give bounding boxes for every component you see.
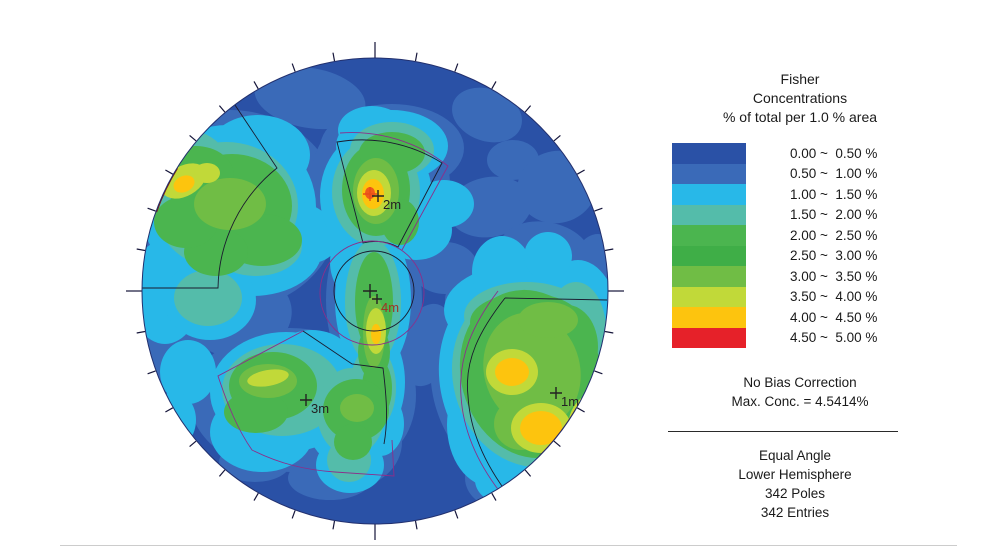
tick-mark: [189, 440, 197, 448]
legend-row: 2.50 ~ 3.00 %: [672, 245, 878, 266]
legend-range-label: 1.50 ~ 2.00 %: [790, 207, 878, 223]
tick-mark: [604, 248, 614, 252]
tick-mark: [594, 370, 603, 375]
cluster-cross-3m: [300, 394, 312, 406]
projection-info-block: Equal Angle Lower Hemisphere 342 Poles 3…: [665, 446, 925, 522]
cluster-markers: 1m 2m 3m 4m: [300, 187, 579, 416]
tick-mark: [576, 169, 585, 175]
legend-range-label: 2.50 ~ 3.00 %: [790, 248, 878, 264]
tick-mark: [189, 134, 197, 142]
cluster-cross-2m: [372, 190, 384, 202]
tick-mark: [594, 207, 603, 212]
legend-range-label: 4.00 ~ 4.50 %: [790, 309, 878, 325]
tick-mark: [332, 520, 336, 530]
legend-row: 1.50 ~ 2.00 %: [672, 204, 878, 225]
entries-count: 342 Entries: [760, 505, 830, 520]
legend-swatch: [672, 225, 746, 246]
tick-mark: [291, 510, 296, 519]
tick-mark: [604, 330, 614, 334]
page-bottom-rule: [60, 545, 957, 546]
legend-swatch: [672, 307, 746, 328]
poles-count: 342 Poles: [764, 486, 826, 501]
legend-range-label: 3.50 ~ 4.00 %: [790, 289, 878, 305]
legend-row: 3.00 ~ 3.50 %: [672, 266, 877, 287]
tick-mark: [165, 169, 174, 175]
tick-mark: [491, 81, 497, 90]
legend-swatch: [672, 143, 746, 164]
tick-mark: [147, 207, 156, 212]
legend-title-line1: Fisher: [780, 71, 820, 87]
tick-mark: [524, 469, 532, 477]
legend-swatch: [672, 163, 746, 184]
max-concentration-note: Max. Conc. = 4.5414%: [731, 393, 869, 409]
projection-type: Equal Angle: [758, 448, 832, 463]
tick-mark: [576, 407, 585, 413]
tick-mark: [414, 52, 418, 62]
legend-swatch: [672, 184, 746, 205]
tick-mark: [553, 134, 561, 142]
legend-divider: [668, 431, 898, 432]
legend-range-label: 4.50 ~ 5.00 %: [790, 330, 878, 346]
bias-correction-note: No Bias Correction: [743, 375, 857, 390]
tick-mark: [414, 520, 418, 530]
contour-field: [142, 58, 608, 524]
set-window-outlines-magenta: [217, 132, 501, 493]
legend-swatch: [672, 245, 746, 266]
tick-mark: [147, 370, 156, 375]
cluster-label-2m: 2m: [383, 197, 401, 212]
legend-row: 1.00 ~ 1.50 %: [672, 184, 877, 205]
tick-mark: [136, 330, 146, 334]
tick-mark: [165, 407, 174, 413]
cluster-label-1m: 1m: [561, 394, 579, 409]
tick-mark: [454, 63, 459, 72]
legend-row: 0.50 ~ 1.00 %: [672, 163, 878, 184]
cluster-cross-1m: [550, 387, 562, 399]
set-window-outlines-black: [142, 104, 608, 498]
stereonet-plot: 1m 2m 3m 4m: [126, 42, 624, 540]
cluster-cross-2m: [363, 187, 377, 201]
legend-title: Fisher Concentrations % of total per 1.0…: [655, 70, 945, 127]
legend-swatch: [672, 286, 746, 307]
legend-range-label: 2.00 ~ 2.50 %: [790, 227, 878, 243]
tick-mark: [332, 52, 336, 62]
legend-row: 4.50 ~ 5.00 %: [672, 327, 878, 348]
cluster-cross-4m: [363, 284, 377, 298]
tick-mark: [253, 81, 259, 90]
legend-row: 4.00 ~ 4.50 %: [672, 307, 877, 328]
legend-swatch: [672, 327, 746, 348]
stereonet-perimeter: [141, 57, 609, 525]
legend-title-line3: % of total per 1.0 % area: [722, 109, 878, 125]
cluster-cross-4m: [372, 294, 382, 304]
hemisphere: Lower Hemisphere: [738, 467, 852, 482]
cluster-label-4m: 4m: [381, 300, 399, 315]
legend-row: 0.00 ~ 0.50 %: [672, 143, 877, 164]
legend-row: 2.00 ~ 2.50 %: [672, 225, 877, 246]
tick-mark: [136, 248, 146, 252]
cluster-label-3m: 3m: [311, 401, 329, 416]
bias-note-block: No Bias Correction Max. Conc. = 4.5414%: [655, 374, 945, 411]
tick-mark: [454, 510, 459, 519]
legend-swatch: [672, 266, 746, 287]
perimeter-tick-marks: [126, 42, 624, 540]
legend-panel: Fisher Concentrations % of total per 1.0…: [650, 0, 950, 553]
tick-mark: [291, 63, 296, 72]
legend-range-label: 1.00 ~ 1.50 %: [790, 186, 878, 202]
legend-range-label: 0.50 ~ 1.00 %: [790, 166, 878, 182]
legend-swatch: [672, 204, 746, 225]
legend-row: 3.50 ~ 4.00 %: [672, 286, 878, 307]
tick-mark: [218, 105, 226, 113]
tick-mark: [253, 492, 259, 501]
tick-mark: [524, 105, 532, 113]
tick-mark: [553, 440, 561, 448]
legend-color-scale: 0.00 ~ 0.50 % 0.50 ~ 1.00 % 1.00 ~ 1.50 …: [672, 143, 877, 348]
legend-range-label: 0.00 ~ 0.50 %: [790, 145, 878, 161]
tick-mark: [491, 492, 497, 501]
tick-mark: [218, 469, 226, 477]
legend-title-line2: Concentrations: [752, 90, 848, 106]
legend-range-label: 3.00 ~ 3.50 %: [790, 268, 878, 284]
